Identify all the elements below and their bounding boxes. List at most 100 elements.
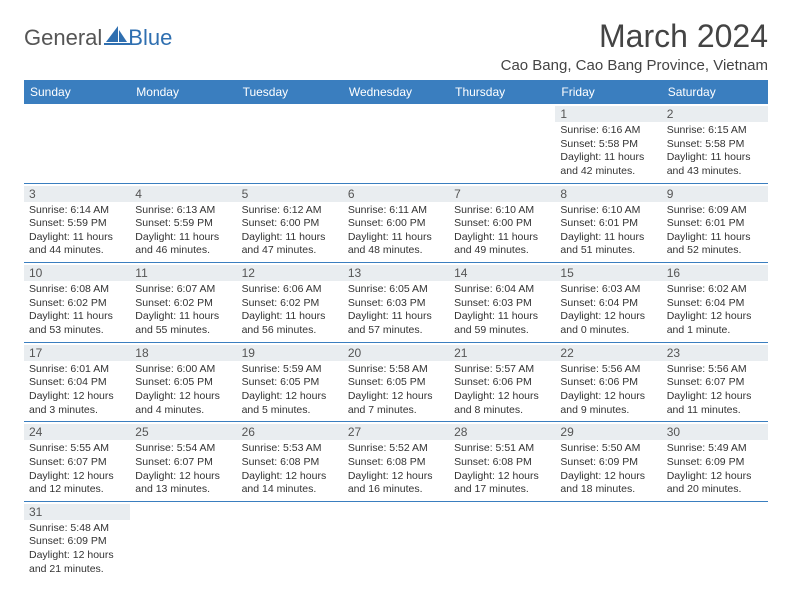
detail-line: Daylight: 12 hours [348,470,444,484]
detail-line: Daylight: 11 hours [348,231,444,245]
detail-line: and 4 minutes. [135,404,231,418]
detail-line: Sunset: 6:05 PM [135,376,231,390]
detail-line: Daylight: 11 hours [560,231,656,245]
day-details: Sunrise: 6:02 AMSunset: 6:04 PMDaylight:… [667,283,763,338]
detail-line: Sunrise: 5:56 AM [560,363,656,377]
detail-line: and 9 minutes. [560,404,656,418]
day-details: Sunrise: 6:05 AMSunset: 6:03 PMDaylight:… [348,283,444,338]
calendar-cell: 30Sunrise: 5:49 AMSunset: 6:09 PMDayligh… [662,422,768,502]
detail-line: Sunrise: 6:03 AM [560,283,656,297]
day-details: Sunrise: 6:03 AMSunset: 6:04 PMDaylight:… [560,283,656,338]
location-text: Cao Bang, Cao Bang Province, Vietnam [501,57,768,74]
detail-line: and 18 minutes. [560,483,656,497]
calendar-cell: 4Sunrise: 6:13 AMSunset: 5:59 PMDaylight… [130,183,236,263]
calendar-cell: 22Sunrise: 5:56 AMSunset: 6:06 PMDayligh… [555,342,661,422]
day-number: 9 [662,186,768,202]
day-details: Sunrise: 5:56 AMSunset: 6:06 PMDaylight:… [560,363,656,418]
calendar-cell: 14Sunrise: 6:04 AMSunset: 6:03 PMDayligh… [449,263,555,343]
detail-line: Sunrise: 6:01 AM [29,363,125,377]
calendar-row: 3Sunrise: 6:14 AMSunset: 5:59 PMDaylight… [24,183,768,263]
detail-line: Sunrise: 6:00 AM [135,363,231,377]
detail-line: Daylight: 11 hours [242,310,338,324]
detail-line: Daylight: 12 hours [29,549,125,563]
detail-line: Sunrise: 6:04 AM [454,283,550,297]
calendar-cell: 16Sunrise: 6:02 AMSunset: 6:04 PMDayligh… [662,263,768,343]
detail-line: Daylight: 12 hours [560,390,656,404]
day-number: 13 [343,265,449,281]
detail-line: Sunset: 6:04 PM [667,297,763,311]
weekday-header: Saturday [662,80,768,104]
calendar-cell [343,501,449,580]
detail-line: Sunrise: 5:59 AM [242,363,338,377]
calendar-cell [555,501,661,580]
calendar-cell: 28Sunrise: 5:51 AMSunset: 6:08 PMDayligh… [449,422,555,502]
detail-line: and 14 minutes. [242,483,338,497]
calendar-cell: 27Sunrise: 5:52 AMSunset: 6:08 PMDayligh… [343,422,449,502]
detail-line: and 59 minutes. [454,324,550,338]
detail-line: Daylight: 12 hours [454,390,550,404]
day-number: 24 [24,424,130,440]
day-details: Sunrise: 5:48 AMSunset: 6:09 PMDaylight:… [29,522,125,577]
calendar-cell [24,104,130,183]
day-details: Sunrise: 6:00 AMSunset: 6:05 PMDaylight:… [135,363,231,418]
calendar-cell: 13 Sunrise: 6:05 AMSunset: 6:03 PMDayligh… [343,263,449,343]
calendar-cell: 19Sunrise: 5:59 AMSunset: 6:05 PMDayligh… [237,342,343,422]
calendar-cell: 25Sunrise: 5:54 AMSunset: 6:07 PMDayligh… [130,422,236,502]
day-number: 2 [662,106,768,122]
calendar-row: 10Sunrise: 6:08 AMSunset: 6:02 PMDayligh… [24,263,768,343]
detail-line: Sunset: 6:07 PM [135,456,231,470]
detail-line: and 42 minutes. [560,165,656,179]
detail-line: Sunrise: 6:13 AM [135,204,231,218]
day-details: Sunrise: 6:12 AMSunset: 6:00 PMDaylight:… [242,204,338,259]
calendar-cell [662,501,768,580]
detail-line: Sunset: 6:05 PM [242,376,338,390]
calendar-row: 1Sunrise: 6:16 AMSunset: 5:58 PMDaylight… [24,104,768,183]
detail-line: Sunset: 5:59 PM [29,217,125,231]
calendar-cell: 8 Sunrise: 6:10 AMSunset: 6:01 PMDaylight… [555,183,661,263]
detail-line: Sunset: 6:09 PM [560,456,656,470]
detail-line: Sunset: 6:03 PM [348,297,444,311]
detail-line: Daylight: 11 hours [667,151,763,165]
weekday-header: Monday [130,80,236,104]
day-details: Sunrise: 6:01 AMSunset: 6:04 PMDaylight:… [29,363,125,418]
calendar-cell: 7 Sunrise: 6:10 AMSunset: 6:00 PMDaylight… [449,183,555,263]
weekday-header: Wednesday [343,80,449,104]
detail-line: Sunset: 6:04 PM [29,376,125,390]
calendar-cell: 18Sunrise: 6:00 AMSunset: 6:05 PMDayligh… [130,342,236,422]
detail-line: Sunset: 6:06 PM [560,376,656,390]
day-number: 25 [130,424,236,440]
calendar-cell: 10Sunrise: 6:08 AMSunset: 6:02 PMDayligh… [24,263,130,343]
detail-line: Sunrise: 5:55 AM [29,442,125,456]
detail-line: and 1 minute. [667,324,763,338]
day-number: 3 [24,186,130,202]
day-number: 8 [555,186,661,202]
detail-line: Daylight: 12 hours [135,390,231,404]
calendar-row: 31Sunrise: 5:48 AMSunset: 6:09 PMDayligh… [24,501,768,580]
day-details: Sunrise: 6:10 AMSunset: 6:01 PMDaylight:… [560,204,656,259]
weekday-header: Friday [555,80,661,104]
weekday-header: Sunday [24,80,130,104]
detail-line: Sunrise: 6:16 AM [560,124,656,138]
day-details: Sunrise: 6:09 AMSunset: 6:01 PMDaylight:… [667,204,763,259]
day-number: 7 [449,186,555,202]
calendar-cell: 11Sunrise: 6:07 AMSunset: 6:02 PMDayligh… [130,263,236,343]
calendar-table: Sunday Monday Tuesday Wednesday Thursday… [24,80,768,580]
detail-line: Sunrise: 5:58 AM [348,363,444,377]
day-details: Sunrise: 6:10 AMSunset: 6:00 PMDaylight:… [454,204,550,259]
detail-line: Sunrise: 5:50 AM [560,442,656,456]
detail-line: Sunset: 6:05 PM [348,376,444,390]
day-number: 6 [343,186,449,202]
detail-line: and 5 minutes. [242,404,338,418]
detail-line: and 52 minutes. [667,244,763,258]
detail-line: and 44 minutes. [29,244,125,258]
detail-line: Sunrise: 5:49 AM [667,442,763,456]
detail-line: Sunrise: 5:51 AM [454,442,550,456]
calendar-cell [130,104,236,183]
day-number: 10 [24,265,130,281]
detail-line: Sunset: 6:08 PM [454,456,550,470]
calendar-cell [449,104,555,183]
detail-line: Sunset: 6:07 PM [667,376,763,390]
detail-line: Daylight: 11 hours [242,231,338,245]
brand-logo: General Blue [24,24,172,52]
day-details: Sunrise: 5:49 AMSunset: 6:09 PMDaylight:… [667,442,763,497]
